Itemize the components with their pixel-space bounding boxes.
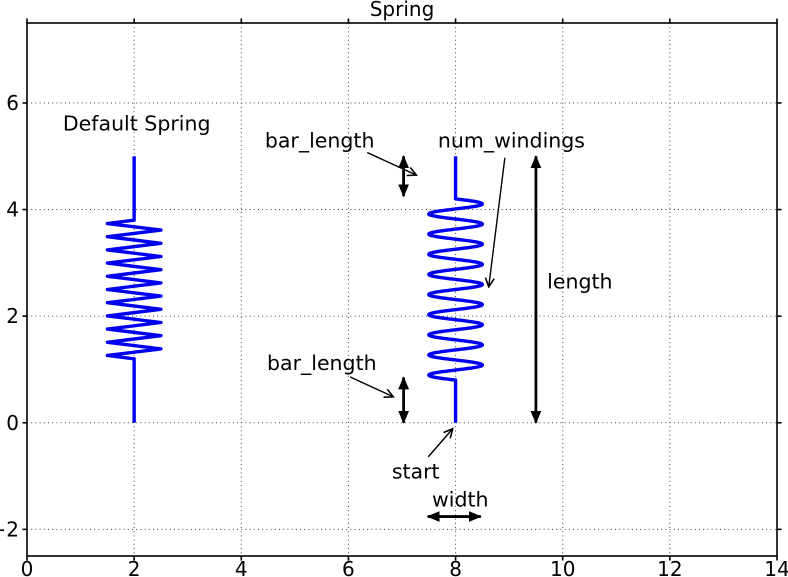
bar-length-bottom-label: bar_length <box>267 351 377 376</box>
y-tick-label: 2 <box>6 304 19 328</box>
x-tick-label: 0 <box>21 557 34 577</box>
y-tick-label: 4 <box>6 198 19 222</box>
bar-length-bottom-arrow <box>349 376 393 397</box>
spring-default <box>105 156 163 423</box>
y-tick-label: 0 <box>6 411 19 435</box>
width-label: width <box>432 487 489 511</box>
pointer-arrows <box>349 151 506 458</box>
grid <box>27 23 777 556</box>
axes-frame <box>26 22 778 557</box>
bar-length-top-label: bar_length <box>265 129 375 154</box>
ticks <box>22 18 782 561</box>
y-tick-label: 6 <box>6 91 19 115</box>
length-label: length <box>547 269 612 293</box>
x-tick-label: 8 <box>449 557 462 577</box>
num-windings-label: num_windings <box>438 129 585 154</box>
x-tick-label: 14 <box>764 557 788 577</box>
x-tick-label: 10 <box>550 557 575 577</box>
x-tick-label: 2 <box>128 557 141 577</box>
springs <box>105 156 485 423</box>
plot-title: Spring <box>369 0 435 21</box>
y-tick-label: −2 <box>0 517 19 541</box>
x-tick-label: 6 <box>342 557 355 577</box>
num-windings-arrow <box>489 157 506 286</box>
default-spring-label: Default Spring <box>63 112 211 136</box>
start-arrow <box>427 429 452 458</box>
dimension-arrows <box>398 155 542 522</box>
x-tick-label: 4 <box>235 557 248 577</box>
spring-annotated <box>427 156 485 423</box>
annotation-texts: Default Spring bar_length num_windingsleng… <box>63 112 613 512</box>
x-tick-label: 12 <box>657 557 682 577</box>
start-label: start <box>392 460 440 484</box>
bar-length-top-arrow <box>366 151 416 175</box>
